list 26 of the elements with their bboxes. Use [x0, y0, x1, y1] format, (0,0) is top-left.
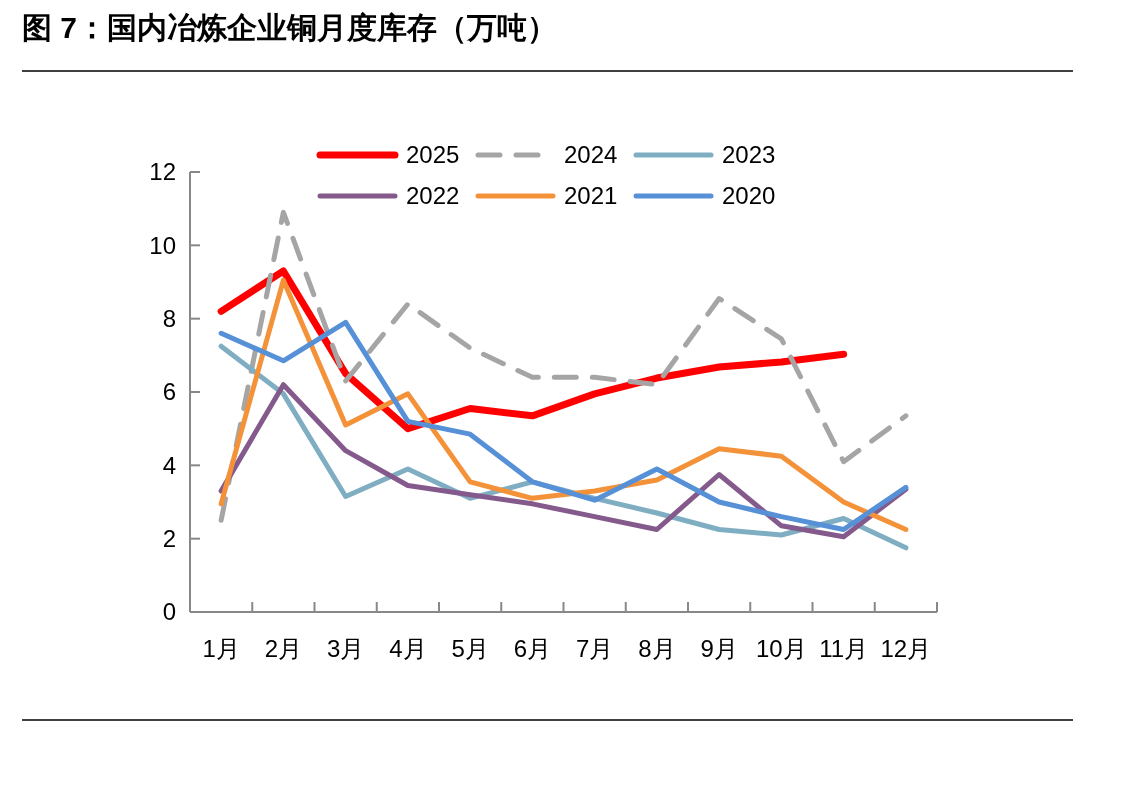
x-tick-label: 12月: [880, 635, 932, 662]
y-tick-label: 2: [162, 525, 176, 553]
x-tick-label: 3月: [326, 635, 365, 662]
chart-title: 图 7：国内冶炼企业铜月度库存（万吨）: [22, 11, 558, 44]
x-tick-label: 1月: [202, 635, 240, 662]
y-tick-label: 0: [162, 598, 176, 626]
x-tick-label: 6月: [513, 635, 552, 662]
y-tick-label: 4: [162, 451, 176, 479]
x-tick-label: 11月: [819, 635, 869, 662]
legend-label: 2022: [406, 182, 460, 210]
x-tick-label: 2月: [264, 635, 303, 662]
legend-label: 2023: [722, 141, 776, 169]
y-tick-label: 8: [162, 305, 176, 333]
legend-label: 2025: [406, 141, 460, 169]
x-tick-label: 7月: [575, 635, 614, 662]
legend-label: 2021: [564, 182, 618, 210]
legend-label: 2020: [722, 182, 776, 210]
x-tick-label: 9月: [700, 635, 738, 662]
x-tick-label: 8月: [638, 635, 676, 662]
x-tick-label: 5月: [451, 635, 489, 662]
legend-label: 2024: [564, 141, 618, 169]
x-tick-label: 4月: [389, 635, 427, 662]
y-tick-label: 6: [162, 378, 176, 406]
y-tick-label: 12: [149, 158, 176, 186]
y-tick-label: 10: [149, 231, 176, 259]
x-tick-label: 10月: [756, 635, 807, 662]
